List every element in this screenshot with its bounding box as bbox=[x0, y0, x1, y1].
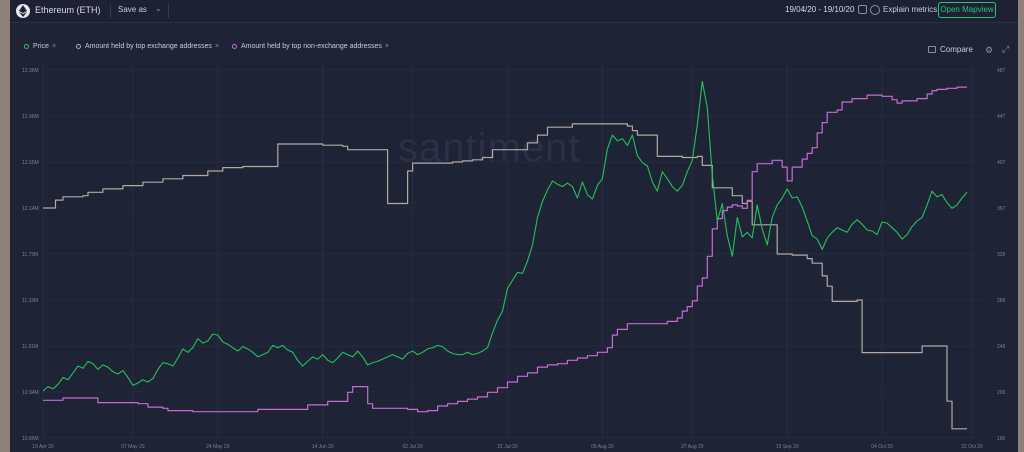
date-range[interactable]: 19/04/20 - 19/10/20 bbox=[785, 5, 855, 14]
left-tick-label: 12.55M bbox=[22, 160, 39, 166]
right-tick-label: 447 bbox=[997, 114, 1006, 120]
legend-label: Amount held by top exchange addresses bbox=[85, 43, 212, 50]
legend: Price × Amount held by top exchange addre… bbox=[10, 40, 1018, 58]
close-icon[interactable]: × bbox=[384, 43, 389, 50]
price-line bbox=[42, 80, 968, 392]
ethereum-logo-icon bbox=[16, 4, 30, 18]
legend-item-non-exchange[interactable]: Amount held by top non-exchange addresse… bbox=[232, 43, 389, 50]
left-tick-label: 12.96M bbox=[22, 114, 39, 120]
left-tick-label: 12.14M bbox=[22, 206, 39, 212]
close-icon[interactable]: × bbox=[51, 43, 57, 50]
x-tick-label: 15 Sep 20 bbox=[776, 444, 799, 450]
divider bbox=[110, 4, 111, 18]
left-tick-label: 10.94M bbox=[22, 390, 39, 396]
left-tick-label: 11.73M bbox=[22, 252, 38, 258]
divider bbox=[168, 4, 169, 18]
explain-metrics-button[interactable]: Explain metrics bbox=[883, 5, 938, 14]
non-exchange-dot-icon bbox=[232, 43, 237, 49]
legend-label: Amount held by top non-exchange addresse… bbox=[241, 43, 382, 50]
line-chart: 10.89M 10.94M 11.01M 11.33M 11.73M 12.14M 12.5… bbox=[22, 64, 1006, 450]
x-tick-label: 24 May 20 bbox=[206, 444, 230, 450]
x-tick-label: 19 Apr 20 bbox=[32, 444, 54, 450]
chevron-down-icon[interactable]: ⌄ bbox=[155, 4, 162, 13]
x-tick-label: 09 Aug 20 bbox=[591, 444, 614, 450]
chart-panel: Ethereum (ETH) Save as ⌄ 19/04/20 - 19/1… bbox=[10, 0, 1018, 452]
expand-icon[interactable]: ⤢ bbox=[1002, 44, 1010, 54]
left-tick-label: 11.01M bbox=[22, 344, 38, 350]
right-tick-label: 367 bbox=[997, 206, 1006, 212]
info-icon bbox=[870, 5, 880, 15]
legend-label: Price bbox=[33, 43, 49, 50]
right-tick-label: 288 bbox=[997, 298, 1006, 304]
asset-title: Ethereum (ETH) bbox=[35, 5, 101, 15]
exchange-dot-icon bbox=[76, 43, 81, 49]
exchange-holdings-line bbox=[43, 123, 967, 430]
close-icon[interactable]: × bbox=[214, 43, 219, 50]
right-tick-label: 329 bbox=[997, 252, 1006, 258]
open-mapview-button[interactable]: Open Mapview bbox=[938, 2, 996, 18]
gear-icon[interactable]: ⚙ bbox=[985, 45, 994, 55]
right-tick-label: 246 bbox=[997, 344, 1006, 350]
x-tick-label: 04 Oct 20 bbox=[871, 444, 893, 450]
x-tick-label: 02 Jul 20 bbox=[402, 444, 423, 450]
left-tick-label: 13.36M bbox=[22, 68, 39, 74]
legend-item-price[interactable]: Price × bbox=[24, 43, 56, 50]
calendar-icon[interactable] bbox=[858, 5, 867, 14]
non-exchange-holdings-line bbox=[43, 86, 967, 413]
save-as-button[interactable]: Save as bbox=[118, 5, 147, 14]
x-tick-label: 27 Aug 20 bbox=[681, 444, 704, 450]
left-tick-label: 11.33M bbox=[22, 298, 38, 304]
right-tick-label: 165 bbox=[997, 436, 1006, 442]
right-tick-label: 205 bbox=[997, 390, 1006, 396]
legend-item-exchange[interactable]: Amount held by top exchange addresses × bbox=[76, 43, 219, 50]
compare-button[interactable]: Compare bbox=[940, 45, 973, 54]
right-tick-label: 487 bbox=[997, 68, 1006, 74]
top-bar: Ethereum (ETH) Save as ⌄ 19/04/20 - 19/1… bbox=[10, 0, 1018, 23]
x-tick-label: 21 Jul 20 bbox=[497, 444, 518, 450]
x-tick-label: 22 Oct 20 bbox=[961, 444, 983, 450]
compare-icon[interactable] bbox=[928, 46, 936, 53]
left-tick-label: 10.89M bbox=[22, 436, 39, 442]
x-tick-label: 14 Jun 20 bbox=[312, 444, 334, 450]
right-tick-label: 407 bbox=[997, 160, 1006, 166]
price-dot-icon bbox=[24, 43, 29, 49]
x-tick-label: 07 May 20 bbox=[121, 444, 145, 450]
